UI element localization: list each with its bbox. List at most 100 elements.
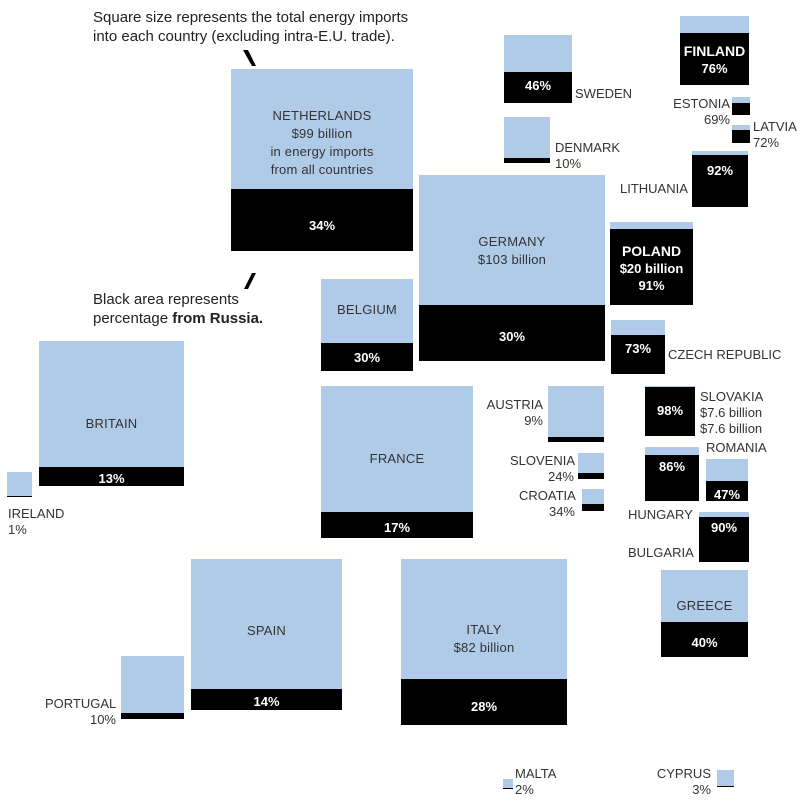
greece-square: GREECE 40% (661, 570, 748, 657)
czech-republic-russia-share (611, 334, 665, 374)
portugal-percent: 10% (89, 712, 116, 727)
romania-percent: 47% (713, 487, 741, 501)
belgium-label: BELGIUM (321, 301, 413, 319)
austria-percent: 9% (524, 413, 543, 428)
croatia-russia-share (582, 503, 604, 511)
hungary-label: HUNGARY (628, 507, 693, 523)
ireland-russia-share (7, 495, 32, 497)
slovakia-label: SLOVAKIA $7.6 billion $7.6 billion (700, 389, 763, 437)
belgium-percent: 30% (353, 350, 381, 366)
france-square: FRANCE 17% (321, 386, 473, 538)
spain-percent: 14% (253, 693, 280, 709)
estonia-square (732, 97, 750, 115)
finland-name: FINLAND (683, 42, 746, 59)
croatia-percent: 34% (548, 504, 575, 519)
leader-top (243, 50, 256, 66)
sweden-percent: 46% (524, 77, 552, 93)
czech-republic-percent: 73% (624, 340, 652, 356)
britain-percent: 13% (98, 471, 125, 486)
slovenia-square (578, 453, 604, 479)
latvia-percent: 72% (753, 135, 780, 150)
spain-square: SPAIN 14% (191, 559, 342, 710)
malta-name: MALTA (515, 766, 557, 781)
italy-total-label: $82 billion (453, 640, 515, 655)
leader-bottom (244, 273, 256, 289)
greece-percent: 40% (691, 635, 718, 651)
cyprus-label: CYPRUS 3% (655, 766, 711, 798)
italy-label: ITALY $82 billion (401, 621, 567, 657)
slovenia-name: SLOVENIA (510, 453, 576, 468)
latvia-square (732, 125, 750, 143)
netherlands-extra-label-2: from all countries (270, 162, 374, 177)
bulgaria-percent: 90% (710, 520, 738, 535)
italy-russia-share (401, 678, 567, 725)
latvia-name: LATVIA (753, 119, 797, 134)
france-label: FRANCE (321, 450, 473, 468)
germany-russia-share (419, 305, 605, 361)
sweden-russia-share (504, 71, 572, 103)
cyprus-square (717, 770, 734, 787)
netherlands-square: NETHERLANDS $99 billion in energy imports f… (231, 69, 413, 251)
malta-label: MALTA 2% (515, 766, 556, 798)
cyprus-russia-share (717, 785, 734, 787)
note-black-line1: Black area represents (93, 291, 239, 308)
belgium-name: BELGIUM (337, 302, 397, 317)
portugal-russia-share (121, 712, 184, 719)
slovakia-total-label: $7.6 billion (700, 421, 763, 436)
estonia-name: ESTONIA (673, 96, 730, 111)
greece-russia-share (661, 622, 748, 657)
note-black-area: Black area represents percentage from Ru… (93, 290, 263, 328)
britain-square: BRITAIN 13% (39, 341, 184, 486)
croatia-square (582, 489, 604, 511)
germany-total-label: $103 billion (477, 252, 547, 267)
portugal-name: PORTUGAL (45, 696, 117, 711)
germany-square: GERMANY $103 billion 30% (419, 175, 605, 361)
croatia-name: CROATIA (519, 488, 576, 503)
romania-square: 47% (706, 459, 748, 501)
hungary-percent: 86% (658, 458, 686, 474)
germany-percent: 30% (498, 329, 526, 345)
romania-label: ROMANIA (706, 440, 767, 456)
denmark-square (504, 117, 550, 163)
italy-percent: 28% (470, 698, 498, 714)
bulgaria-russia-share (699, 517, 749, 562)
sweden-name: SWEDEN (575, 86, 633, 101)
cyprus-name: CYPRUS (656, 766, 711, 781)
poland-label: POLAND $20 billion 91% (610, 243, 693, 294)
finland-label: FINLAND 76% (680, 43, 749, 77)
netherlands-russia-share (231, 189, 413, 251)
britain-russia-share (39, 467, 184, 486)
latvia-label: LATVIA 72% (753, 119, 797, 151)
denmark-label: DENMARK 10% (555, 140, 620, 172)
poland-percent: 91% (638, 277, 665, 293)
estonia-label: ESTONIA 69% (668, 96, 730, 128)
denmark-russia-share (504, 158, 550, 163)
hungary-square: 86% (645, 447, 699, 501)
hungary-russia-share (645, 454, 699, 501)
finland-percent: 76% (701, 60, 728, 76)
bulgaria-square: 90% (699, 512, 749, 562)
belgium-russia-share (321, 343, 413, 371)
netherlands-extra-label-1: in energy imports (270, 144, 374, 159)
slovenia-label: SLOVENIA 24% (510, 453, 576, 485)
netherlands-name: NETHERLANDS (272, 108, 372, 123)
czech-republic-name: CZECH REPUBLIC (668, 347, 782, 362)
britain-name: BRITAIN (85, 416, 138, 431)
poland-russia-share (610, 229, 693, 305)
slovakia-percent: 98% (656, 403, 684, 418)
poland-total-label: $20 billion (619, 260, 684, 276)
finland-square: FINLAND 76% (680, 16, 749, 85)
denmark-name: DENMARK (555, 140, 621, 155)
czech-republic-square: 73% (611, 320, 665, 374)
czech-republic-label: CZECH REPUBLIC (668, 347, 781, 363)
finland-russia-share (680, 32, 749, 85)
note-square-size: Square size represents the total energy … (93, 8, 408, 46)
slovakia-name: SLOVAKIA (700, 389, 764, 404)
ireland-square (7, 472, 32, 497)
spain-label: SPAIN (191, 622, 342, 640)
cyprus-percent: 3% (692, 782, 711, 797)
belgium-square: BELGIUM 30% (321, 279, 413, 371)
denmark-percent: 10% (555, 156, 582, 171)
